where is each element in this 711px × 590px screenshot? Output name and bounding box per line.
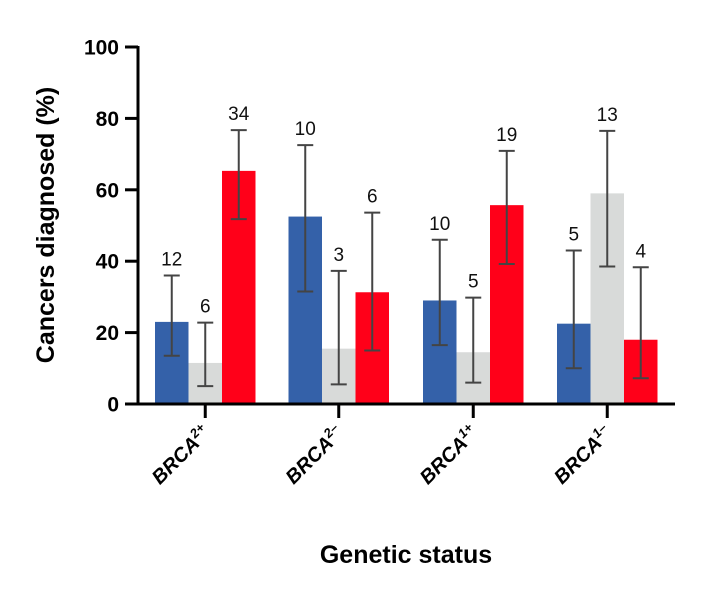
bars-layer xyxy=(155,170,658,404)
error-bar xyxy=(330,269,347,386)
count-label: 6 xyxy=(367,187,378,208)
error-bar xyxy=(498,149,515,266)
y-ticks: 0 20 40 60 80 100 xyxy=(84,37,138,417)
count-label: 3 xyxy=(333,245,344,266)
x-ticks: BRCA2+ BRCA2– BRCA1+ BRCA1– xyxy=(146,404,617,489)
count-label: 6 xyxy=(200,297,211,318)
y-tick-label: 20 xyxy=(96,322,119,345)
x-tick-label: BRCA2– xyxy=(280,420,349,489)
y-tick-label: 80 xyxy=(96,108,119,131)
error-bars-layer xyxy=(163,129,649,388)
error-bar xyxy=(230,129,247,221)
y-tick-label: 40 xyxy=(96,251,119,274)
x-axis-title: Genetic status xyxy=(320,541,492,569)
count-label: 13 xyxy=(597,105,618,126)
x-tick-label: BRCA1+ xyxy=(414,420,483,489)
count-label: 5 xyxy=(468,272,479,293)
count-label: 4 xyxy=(635,241,646,262)
error-bar xyxy=(599,129,616,268)
error-bar xyxy=(632,266,649,380)
y-tick-label: 60 xyxy=(96,179,119,202)
axes xyxy=(136,46,675,406)
y-tick-label: 100 xyxy=(84,37,119,60)
error-bar xyxy=(364,211,381,352)
count-label: 10 xyxy=(295,119,316,140)
y-tick-label: 0 xyxy=(107,394,119,417)
count-label: 10 xyxy=(429,214,450,235)
count-label: 12 xyxy=(161,249,182,270)
x-tick-label: BRCA1– xyxy=(548,420,617,489)
y-axis-title: Cancers diagnosed (%) xyxy=(32,87,60,363)
count-label: 34 xyxy=(228,104,250,125)
error-bar xyxy=(565,249,582,370)
count-labels-layer: 12 10 10 5 6 3 5 13 34 6 19 4 xyxy=(161,104,646,317)
count-label: 19 xyxy=(496,125,517,146)
error-bar xyxy=(163,274,180,357)
count-label: 5 xyxy=(568,224,579,245)
error-bar xyxy=(297,144,314,293)
error-bar xyxy=(431,238,448,347)
error-bar xyxy=(465,296,482,384)
x-tick-label: BRCA2+ xyxy=(146,420,215,489)
error-bar xyxy=(197,321,214,388)
